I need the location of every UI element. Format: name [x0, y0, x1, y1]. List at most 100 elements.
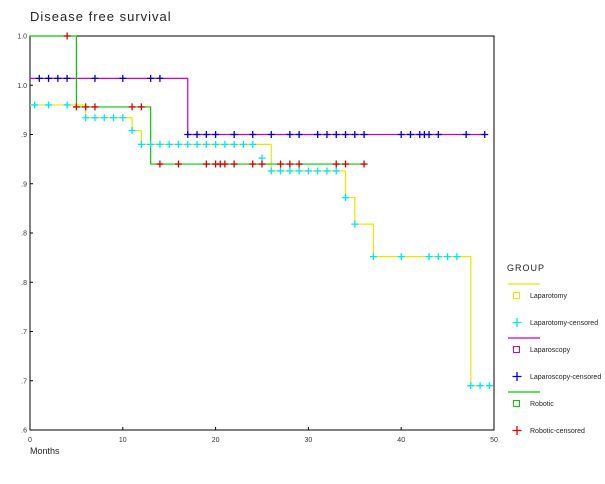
laparotomy-legend-swatch: [513, 292, 520, 299]
laparotomy-censor-mark: [193, 140, 201, 148]
laparotomy-censor-mark: [100, 114, 108, 122]
robotic-censor-mark: [249, 160, 257, 168]
x-axis-title: Months: [30, 446, 60, 456]
legend-label: Laparotomy-censored: [530, 320, 598, 327]
robotic-censor-mark: [137, 103, 145, 111]
robotic-censor-mark: [72, 103, 80, 111]
robotic-censor-mark: [360, 160, 368, 168]
laparoscopy-censor-mark: [425, 131, 433, 138]
laparoscopy-censor-mark: [314, 131, 322, 138]
laparotomy-censored-legend-marker: [512, 318, 522, 327]
x-tick-label: 50: [490, 437, 498, 444]
x-tick-label: 10: [119, 437, 127, 444]
laparoscopy-censor-mark: [45, 74, 53, 82]
y-tick-label: .7: [21, 378, 27, 385]
laparoscopy-censor-mark: [295, 131, 303, 138]
y-tick-label: .7: [21, 329, 27, 336]
laparoscopy-censor-mark: [342, 131, 350, 138]
laparotomy-censor-mark: [91, 114, 99, 122]
legend-title: GROUP: [507, 263, 545, 273]
laparoscopy-censor-mark: [119, 74, 127, 82]
laparoscopy-censor-mark: [54, 74, 62, 82]
laparoscopy-censor-mark: [35, 74, 43, 82]
robotic-censor-mark: [174, 160, 182, 168]
robotic-censor-mark: [91, 103, 99, 111]
legend-label: Laparoscopy-censored: [530, 374, 601, 381]
laparotomy-censor-mark: [221, 140, 229, 148]
laparotomy-censor-mark: [258, 154, 266, 162]
censor-marks: [31, 32, 493, 390]
laparoscopy-censor-mark: [267, 131, 275, 138]
laparoscopy-legend-swatch: [513, 346, 520, 353]
laparoscopy-censor-mark: [91, 74, 99, 82]
laparotomy-censor-mark: [351, 220, 359, 228]
laparotomy-censor-mark: [63, 101, 71, 109]
laparoscopy-censor-mark: [230, 131, 238, 138]
robotic-censor-mark: [342, 160, 350, 168]
laparotomy-censor-mark: [45, 101, 53, 109]
laparotomy-censor-mark: [184, 140, 192, 148]
robotic-legend-swatch: [513, 400, 520, 407]
laparoscopy-censor-mark: [332, 131, 340, 138]
y-tick-label: .6: [21, 428, 27, 435]
x-axis: 0 10 20 30 40 50: [28, 427, 498, 444]
laparotomy-censor-mark: [342, 194, 350, 202]
laparotomy-censor-mark: [277, 167, 285, 175]
laparotomy-censor-mark: [369, 253, 377, 261]
robotic-censor-mark: [202, 160, 210, 168]
laparoscopy-censor-mark: [434, 131, 442, 138]
y-axis: .6 .7 .7 .8 .8 .9 .9 1.0 1.0: [17, 34, 33, 435]
legend-label: Laparotomy: [530, 293, 567, 300]
laparotomy-censor-mark: [174, 140, 182, 148]
survival-curves: [30, 35, 485, 387]
laparotomy-censor-mark: [397, 253, 405, 261]
laparoscopy-censor-mark: [202, 131, 210, 138]
laparoscopy-censor-mark: [156, 74, 164, 82]
y-tick-label: .8: [21, 231, 27, 238]
laparotomy-censor-mark: [147, 140, 155, 148]
laparotomy-censor-mark: [137, 140, 145, 148]
robotic-censor-mark: [286, 160, 294, 168]
laparotomy-censor-mark: [425, 253, 433, 261]
laparoscopy-censor-mark: [286, 131, 294, 138]
laparotomy-censor-mark: [31, 101, 39, 109]
legend-label: Robotic: [530, 401, 554, 408]
chart-title: Disease free survival: [30, 9, 172, 24]
laparotomy-censor-mark: [304, 167, 312, 175]
laparotomy-censor-mark: [230, 140, 238, 148]
laparotomy-censor-mark: [249, 140, 257, 148]
legend: GROUP Laparotomy Laparotomy-censored Laparo…: [507, 263, 601, 435]
robotic-censor-mark: [277, 160, 285, 168]
robotic-censor-mark: [230, 160, 238, 168]
legend-label: Laparoscopy: [530, 347, 571, 354]
laparotomy-censor-mark: [314, 167, 322, 175]
laparoscopy-censor-mark: [462, 131, 470, 138]
robotic-censor-mark: [82, 103, 90, 111]
plot-frame: [29, 35, 495, 431]
x-tick-label: 40: [397, 437, 405, 444]
laparotomy-curve: [30, 104, 485, 387]
robotic-censor-mark: [221, 160, 229, 168]
laparotomy-censor-mark: [110, 114, 118, 122]
robotic-censor-mark: [332, 160, 340, 168]
laparotomy-censor-mark: [119, 114, 127, 122]
laparotomy-censor-mark: [128, 127, 136, 135]
laparotomy-censor-mark: [476, 382, 484, 390]
y-tick-label: .9: [21, 181, 27, 188]
laparoscopy-censor-mark: [406, 131, 414, 138]
laparotomy-censor-mark: [212, 140, 220, 148]
x-tick-label: 0: [28, 437, 32, 444]
x-tick-label: 20: [212, 437, 220, 444]
laparoscopy-censor-mark: [397, 131, 405, 138]
robotic-censor-mark: [156, 160, 164, 168]
laparotomy-censor-mark: [82, 114, 90, 122]
laparoscopy-censored-legend-marker: [512, 372, 522, 381]
robotic-censor-mark: [295, 160, 303, 168]
laparotomy-censor-mark: [156, 140, 164, 148]
laparotomy-censor-mark: [434, 253, 442, 261]
laparoscopy-censor-mark: [351, 131, 359, 138]
laparotomy-censor-mark: [444, 253, 452, 261]
laparotomy-censor-mark: [323, 167, 331, 175]
laparotomy-censor-mark: [286, 167, 294, 175]
